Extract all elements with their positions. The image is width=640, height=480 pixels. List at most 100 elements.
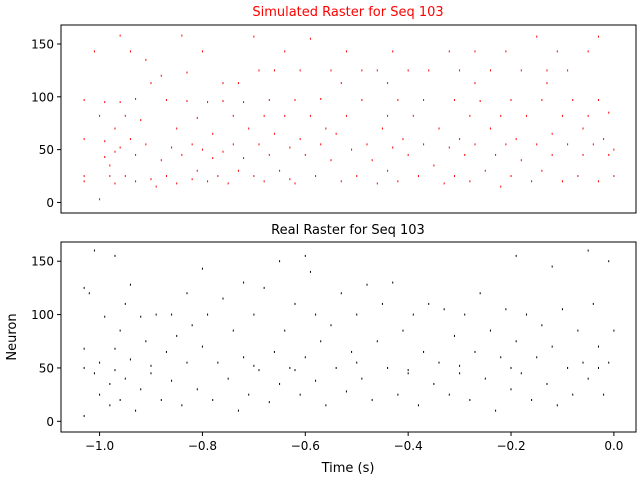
- spike-mark: [351, 350, 353, 353]
- spike-mark: [515, 138, 517, 141]
- spike-mark: [284, 329, 286, 332]
- spike-mark: [232, 329, 234, 332]
- spike-mark: [515, 340, 517, 343]
- spike-mark: [124, 114, 126, 117]
- spike-mark: [448, 393, 450, 396]
- spike-mark: [402, 329, 404, 332]
- simulated-raster-title: Simulated Raster for Seq 103: [252, 5, 443, 20]
- spike-mark: [428, 69, 430, 72]
- spike-mark: [263, 286, 265, 289]
- real-raster-plot-area: [60, 241, 637, 433]
- spike-mark: [592, 143, 594, 146]
- spike-mark: [129, 138, 131, 141]
- spike-mark: [171, 313, 173, 316]
- spike-mark: [284, 50, 286, 53]
- spike-mark: [330, 69, 332, 72]
- spike-mark: [160, 398, 162, 401]
- spike-mark: [140, 119, 142, 122]
- spike-mark: [423, 350, 425, 353]
- spike-mark: [83, 98, 85, 101]
- spike-mark: [135, 153, 137, 156]
- spike-mark: [114, 254, 116, 257]
- spike-mark: [258, 69, 260, 72]
- spike-mark: [191, 178, 193, 181]
- spike-mark: [165, 98, 167, 101]
- spike-mark: [232, 143, 234, 146]
- spike-mark: [268, 98, 270, 101]
- spike-mark: [572, 393, 574, 396]
- spike-mark: [243, 101, 245, 104]
- spike-mark: [212, 398, 214, 401]
- y-tick-label: 150: [31, 38, 54, 52]
- spike-mark: [597, 345, 599, 348]
- spike-mark: [525, 313, 527, 316]
- spike-mark: [191, 324, 193, 327]
- spike-mark: [541, 324, 543, 327]
- spike-mark: [201, 267, 203, 270]
- spike-mark: [207, 180, 209, 183]
- spike-mark: [114, 150, 116, 153]
- spike-mark: [567, 366, 569, 369]
- real-raster-marks: [83, 249, 615, 417]
- real-raster-y-axis: 0 50 100 150: [31, 255, 61, 429]
- spike-mark: [505, 143, 507, 146]
- spike-mark: [114, 127, 116, 130]
- spike-mark: [397, 98, 399, 101]
- spike-mark: [222, 82, 224, 85]
- spike-mark: [387, 82, 389, 85]
- spike-mark: [258, 369, 260, 372]
- spike-mark: [227, 377, 229, 380]
- spike-mark: [217, 361, 219, 364]
- spike-mark: [345, 390, 347, 393]
- spike-mark: [438, 127, 440, 130]
- real-raster-panel: Real Raster for Seq 103 0 50 100 150 −1.0 −0…: [5, 223, 637, 476]
- spike-mark: [227, 182, 229, 185]
- spike-mark: [371, 159, 373, 162]
- spike-mark: [603, 393, 605, 396]
- spike-mark: [546, 382, 548, 385]
- spike-mark: [376, 182, 378, 185]
- spike-mark: [273, 132, 275, 135]
- spike-mark: [474, 82, 476, 85]
- x-tick-label: 0.0: [604, 439, 623, 453]
- spike-mark: [340, 180, 342, 183]
- spike-mark: [320, 97, 322, 100]
- spike-mark: [109, 175, 111, 178]
- spike-mark: [237, 82, 239, 85]
- spike-mark: [294, 182, 296, 185]
- spike-mark: [253, 364, 255, 367]
- spike-mark: [145, 340, 147, 343]
- spike-mark: [109, 404, 111, 407]
- spike-mark: [448, 146, 450, 149]
- real-raster-title: Real Raster for Seq 103: [271, 223, 425, 238]
- spike-mark: [366, 283, 368, 286]
- spike-mark: [561, 114, 563, 117]
- spike-mark: [582, 361, 584, 364]
- spike-mark: [196, 388, 198, 391]
- spike-mark: [83, 414, 85, 417]
- spike-mark: [381, 127, 383, 130]
- spike-mark: [315, 175, 317, 178]
- spike-mark: [186, 71, 188, 74]
- spike-mark: [556, 404, 558, 407]
- spike-mark: [243, 281, 245, 284]
- spike-mark: [474, 143, 476, 146]
- spike-mark: [114, 369, 116, 372]
- spike-mark: [397, 393, 399, 396]
- spike-mark: [469, 114, 471, 117]
- spike-mark: [603, 138, 605, 141]
- spike-mark: [330, 324, 332, 327]
- spike-mark: [582, 153, 584, 156]
- spike-mark: [541, 98, 543, 101]
- spike-mark: [109, 164, 111, 167]
- spike-mark: [104, 101, 106, 104]
- simulated-raster-panel: Simulated Raster for Seq 103 0 50 100 150: [31, 5, 637, 214]
- spike-mark: [186, 100, 188, 103]
- spike-mark: [83, 180, 85, 183]
- spike-mark: [104, 156, 106, 159]
- spike-mark: [124, 377, 126, 380]
- spike-mark: [119, 34, 121, 37]
- spike-mark: [587, 50, 589, 53]
- spike-mark: [181, 153, 183, 156]
- spike-mark: [145, 58, 147, 61]
